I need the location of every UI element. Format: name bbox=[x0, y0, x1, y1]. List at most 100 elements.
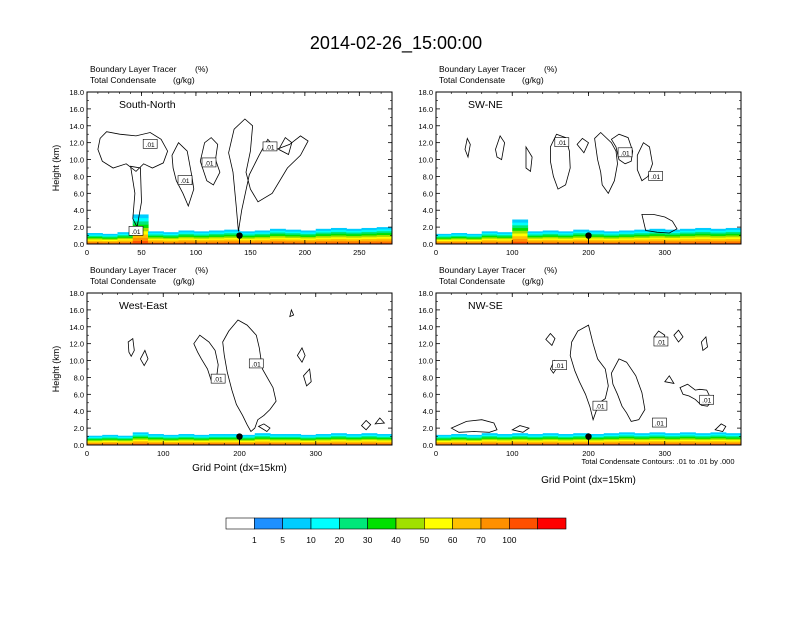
tracer-cell bbox=[466, 442, 483, 445]
panel-sw-ne: Boundary Layer Tracer (%) Total Condensate… bbox=[418, 64, 742, 257]
tracer-cell bbox=[710, 436, 727, 439]
tracer-cell bbox=[132, 217, 149, 222]
tracer-cell bbox=[527, 435, 544, 437]
colorbar-label: 70 bbox=[476, 535, 486, 545]
tracer-cell bbox=[254, 239, 271, 242]
colorbar-swatch bbox=[254, 517, 283, 530]
y-tick-label: 0.0 bbox=[423, 441, 433, 450]
tracer-cell bbox=[239, 442, 256, 445]
tracer-cell bbox=[512, 222, 529, 226]
tracer-cell bbox=[117, 242, 134, 244]
tracer-cell bbox=[239, 236, 256, 239]
tracer-cell bbox=[466, 236, 483, 238]
tracer-cell bbox=[285, 242, 302, 244]
tracer-cell bbox=[481, 241, 498, 243]
tracer-cell bbox=[680, 242, 696, 244]
tracer-cell bbox=[527, 238, 544, 241]
contour-label: .01 bbox=[214, 377, 223, 384]
tracer-cell bbox=[270, 437, 286, 440]
tracer-cell bbox=[558, 438, 574, 441]
tracer-cell bbox=[178, 237, 195, 240]
tracer-cell bbox=[497, 236, 513, 238]
tracer-cell bbox=[588, 239, 605, 242]
tracer-cell bbox=[239, 435, 256, 438]
tracer-cell bbox=[603, 231, 620, 234]
field-label-tracer: Boundary Layer Tracer bbox=[90, 265, 177, 275]
tracer-cell bbox=[649, 432, 666, 435]
contour-label-box bbox=[248, 358, 264, 369]
field-label-tracer-units: (%) bbox=[195, 64, 208, 74]
tracer-cell bbox=[178, 234, 195, 237]
tracer-cell bbox=[346, 435, 363, 437]
tracer-cell bbox=[512, 437, 529, 439]
tracer-cell bbox=[603, 241, 620, 243]
tracer-cell bbox=[300, 233, 317, 236]
tracer-cell bbox=[254, 434, 271, 437]
tracer-cell bbox=[102, 234, 119, 237]
tracer-cell bbox=[695, 439, 712, 442]
tracer-cell bbox=[102, 242, 119, 244]
tracer-cell bbox=[664, 434, 681, 437]
contour-label-box bbox=[554, 137, 570, 147]
tracer-cell bbox=[178, 438, 195, 441]
tracer-cell bbox=[466, 240, 483, 243]
tracer-cell bbox=[497, 435, 513, 437]
y-tick-label: 16.0 bbox=[69, 306, 84, 315]
tracer-cell bbox=[254, 242, 271, 244]
tracer-cell bbox=[680, 238, 696, 242]
tracer-cell bbox=[331, 240, 347, 243]
tracer-cell bbox=[376, 230, 392, 234]
y-tick-label: 14.0 bbox=[69, 122, 84, 131]
condensate-contour bbox=[545, 332, 556, 347]
tracer-cell bbox=[117, 442, 134, 445]
tracer-cell bbox=[512, 238, 529, 242]
tracer-cell bbox=[619, 237, 635, 240]
tracer-cell bbox=[376, 438, 392, 441]
tracer-cell bbox=[102, 237, 119, 239]
y-tick-label: 4.0 bbox=[423, 407, 433, 416]
y-tick-label: 18.0 bbox=[69, 88, 84, 97]
tracer-cell bbox=[710, 443, 727, 445]
tracer-cell bbox=[481, 434, 498, 437]
tracer-cell bbox=[239, 238, 256, 241]
tracer-cell bbox=[481, 442, 498, 445]
tracer-cell bbox=[361, 233, 378, 236]
field-label-condensate-units: (g/kg) bbox=[522, 75, 544, 85]
x-tick-label: 100 bbox=[157, 449, 170, 458]
y-tick-label: 16.0 bbox=[69, 105, 84, 114]
tracer-cell bbox=[527, 241, 544, 243]
tracer-cell bbox=[634, 439, 651, 442]
tracer-cell bbox=[466, 437, 483, 439]
y-tick-label: 2.0 bbox=[423, 424, 433, 433]
tracer-cell bbox=[117, 441, 134, 444]
tracer-cell bbox=[664, 239, 681, 242]
tracer-cell bbox=[300, 234, 317, 237]
x-tick-label: 0 bbox=[434, 248, 438, 257]
tracer-cell bbox=[710, 442, 727, 444]
tracer-cell bbox=[224, 442, 241, 445]
contour-label-box bbox=[128, 226, 144, 236]
tracer-cell bbox=[558, 442, 574, 445]
tracer-cell bbox=[178, 443, 195, 445]
condensate-contour bbox=[525, 145, 533, 173]
tracer-cell bbox=[376, 435, 392, 437]
condensate-contour bbox=[257, 423, 271, 433]
tracer-cell bbox=[331, 433, 347, 435]
tracer-cell bbox=[649, 436, 666, 439]
tracer-cell bbox=[664, 439, 681, 442]
tracer-cell bbox=[466, 441, 483, 444]
tracer-cell bbox=[87, 233, 103, 235]
tracer-cell bbox=[102, 442, 119, 445]
tracer-cell bbox=[725, 443, 741, 445]
tracer-cell bbox=[239, 234, 256, 236]
condensate-contour bbox=[550, 133, 571, 190]
tracer-cell bbox=[542, 434, 559, 437]
tracer-cell bbox=[315, 232, 332, 235]
tracer-cell bbox=[695, 227, 712, 231]
tracer-cell bbox=[300, 442, 317, 445]
x-axis-label: Grid Point (dx=15km) bbox=[192, 463, 287, 474]
tracer-cell bbox=[239, 242, 256, 244]
tracer-cell bbox=[254, 230, 271, 233]
tracer-cell bbox=[603, 433, 620, 435]
y-tick-label: 4.0 bbox=[74, 206, 84, 215]
